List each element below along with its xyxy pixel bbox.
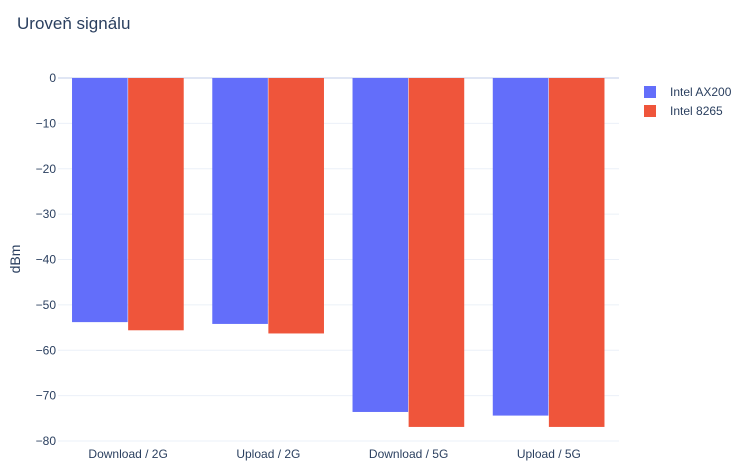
x-tick-label: Download / 5G: [369, 447, 448, 461]
x-tick-label: Download / 2G: [88, 447, 167, 461]
chart-title: Uroveň signálu: [17, 14, 130, 33]
legend-label[interactable]: Intel AX200: [670, 85, 732, 99]
y-tick-label: −70: [36, 389, 57, 403]
bars: [72, 78, 605, 427]
bar[interactable]: [72, 78, 128, 323]
bar[interactable]: [212, 78, 268, 324]
legend-swatch[interactable]: [644, 105, 656, 117]
y-tick-label: −10: [36, 116, 57, 130]
y-tick-label: −40: [36, 253, 57, 267]
bar[interactable]: [408, 78, 465, 427]
bar[interactable]: [548, 78, 605, 427]
x-tick-label: Upload / 5G: [517, 447, 581, 461]
bar[interactable]: [352, 78, 409, 412]
x-axis-ticks: Download / 2G Upload / 2G Download / 5G Upl…: [88, 447, 580, 461]
y-axis-ticks: 0 −10 −20 −30 −40 −50 −60 −70 −80: [36, 71, 57, 448]
bar[interactable]: [128, 78, 184, 331]
bar[interactable]: [268, 78, 324, 334]
legend-swatch[interactable]: [644, 86, 656, 98]
x-tick-label: Upload / 2G: [236, 447, 300, 461]
bar[interactable]: [492, 78, 549, 416]
y-tick-label: 0: [49, 71, 56, 85]
y-axis-title: dBm: [7, 245, 23, 274]
y-tick-label: −50: [36, 298, 57, 312]
legend[interactable]: Intel AX200 Intel 8265: [644, 85, 732, 118]
y-tick-label: −60: [36, 343, 57, 357]
legend-label[interactable]: Intel 8265: [670, 104, 723, 118]
y-tick-label: −80: [36, 434, 57, 448]
y-tick-label: −30: [36, 207, 57, 221]
y-tick-label: −20: [36, 162, 57, 176]
